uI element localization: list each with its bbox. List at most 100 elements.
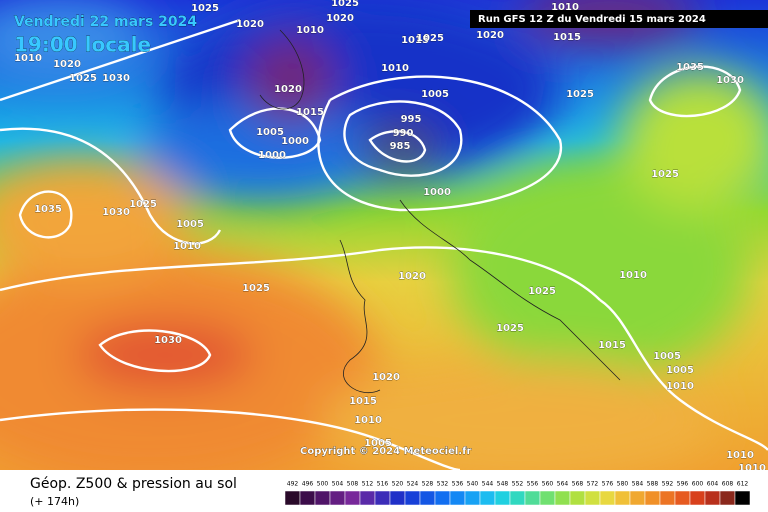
scale-swatch — [374, 490, 391, 506]
scale-swatch — [524, 490, 541, 506]
isobar-label: 995 — [401, 114, 422, 125]
isobar-label: 1035 — [676, 62, 704, 73]
isobar-label: 1030 — [102, 73, 130, 84]
scale-swatch — [539, 490, 556, 506]
scale-label: 548 — [497, 481, 509, 488]
map: Run GFS 12 Z du Vendredi 15 mars 2024 Ve… — [0, 0, 768, 490]
isobar-label: 1025 — [191, 3, 219, 14]
scale-label: 596 — [677, 481, 689, 488]
scale-label: 496 — [302, 481, 314, 488]
scale-swatch — [719, 490, 736, 506]
scale-label: 604 — [707, 481, 719, 488]
forecast-date: Vendredi 22 mars 2024 — [14, 14, 197, 30]
isobar-label: 1020 — [53, 59, 81, 70]
scale-label: 592 — [662, 481, 674, 488]
scale-label: 504 — [332, 481, 344, 488]
isobar-label: 1025 — [242, 283, 270, 294]
scale-label: 576 — [602, 481, 614, 488]
isobar-label: 1000 — [281, 136, 309, 147]
scale-label: 572 — [587, 481, 599, 488]
isobar-label: 1020 — [326, 13, 354, 24]
isobar-label: 1010 — [619, 270, 647, 281]
scale-swatch — [389, 490, 406, 506]
isobar-label: 1015 — [401, 35, 429, 46]
scale-label: 568 — [572, 481, 584, 488]
isobar-label: 1010 — [738, 463, 766, 474]
isobar-label: 1010 — [296, 25, 324, 36]
scale-label: 552 — [512, 481, 524, 488]
coastlines — [259, 29, 621, 394]
scale-label: 500 — [317, 481, 329, 488]
isobar-label: 1025 — [331, 0, 359, 9]
isobar-label: 1010 — [354, 415, 382, 426]
scale-swatch — [494, 490, 511, 506]
scale-label: 600 — [692, 481, 704, 488]
scale-label: 612 — [737, 481, 749, 488]
isobar-label: 985 — [390, 141, 411, 152]
isobar-label: 1010 — [381, 63, 409, 74]
isobar-label: 1005 — [653, 351, 681, 362]
scale-swatch — [284, 490, 301, 506]
isobar-label: 990 — [393, 128, 414, 139]
isobar-label: 1025 — [566, 89, 594, 100]
isobar-label: 1020 — [476, 30, 504, 41]
scale-swatch — [314, 490, 331, 506]
isobar-label: 1025 — [416, 33, 444, 44]
isobar-label: 1025 — [69, 73, 97, 84]
scale-label: 520 — [392, 481, 404, 488]
isobar-label: 1035 — [34, 204, 62, 215]
isobar-label: 1030 — [102, 207, 130, 218]
isobar-label: 1010 — [14, 53, 42, 64]
scale-label: 492 — [287, 481, 299, 488]
legend-subtitle: (+ 174h) — [30, 495, 79, 508]
scale-swatch — [479, 490, 496, 506]
scale-label: 608 — [722, 481, 734, 488]
scale-label: 556 — [527, 481, 539, 488]
scale-label: 532 — [437, 481, 449, 488]
field-shading — [0, 0, 768, 490]
isobars — [0, 18, 768, 472]
scale-label: 516 — [377, 481, 389, 488]
copyright: Copyright © 2024 Meteociel.fr — [300, 446, 471, 457]
isobar-label: 1030 — [154, 335, 182, 346]
isobar-label: 1025 — [528, 286, 556, 297]
isobar-label: 1030 — [716, 75, 744, 86]
scale-label: 564 — [557, 481, 569, 488]
scale-swatch — [599, 490, 616, 506]
isobar-label: 1005 — [176, 219, 204, 230]
scale-swatch — [344, 490, 361, 506]
isobar-label: 1015 — [553, 32, 581, 43]
scale-swatch — [554, 490, 571, 506]
isobar-label: 1025 — [496, 323, 524, 334]
run-info: Run GFS 12 Z du Vendredi 15 mars 2024 — [478, 14, 706, 25]
scale-swatch — [464, 490, 481, 506]
scale-label: 580 — [617, 481, 629, 488]
isobar-label: 1025 — [129, 199, 157, 210]
run-box — [470, 10, 768, 28]
scale-swatch — [434, 490, 451, 506]
scale-label: 560 — [542, 481, 554, 488]
scale-label: 544 — [482, 481, 494, 488]
isobar-label: 1010 — [173, 241, 201, 252]
scale-swatch — [299, 490, 316, 506]
scale-label: 536 — [452, 481, 464, 488]
isobar-label: 1000 — [258, 150, 286, 161]
scale-swatch — [404, 490, 421, 506]
isobar-label: 1005 — [256, 127, 284, 138]
scale-label: 540 — [467, 481, 479, 488]
scale-label: 528 — [422, 481, 434, 488]
isobar-label: 1000 — [423, 187, 451, 198]
isobar-label: 1020 — [398, 271, 426, 282]
scale-swatch — [614, 490, 631, 506]
isobar-label: 1010 — [551, 2, 579, 13]
isobar-label: 1005 — [421, 89, 449, 100]
color-scale: 492 496 500 504 508 512 516 520 524 528 532 536 540 5… — [284, 481, 751, 506]
scale-label: 588 — [647, 481, 659, 488]
scale-swatch — [689, 490, 706, 506]
scale-label: 584 — [632, 481, 644, 488]
isobar-label: 1020 — [372, 372, 400, 383]
scale-swatch — [644, 490, 661, 506]
isobar-label: 1015 — [296, 107, 324, 118]
